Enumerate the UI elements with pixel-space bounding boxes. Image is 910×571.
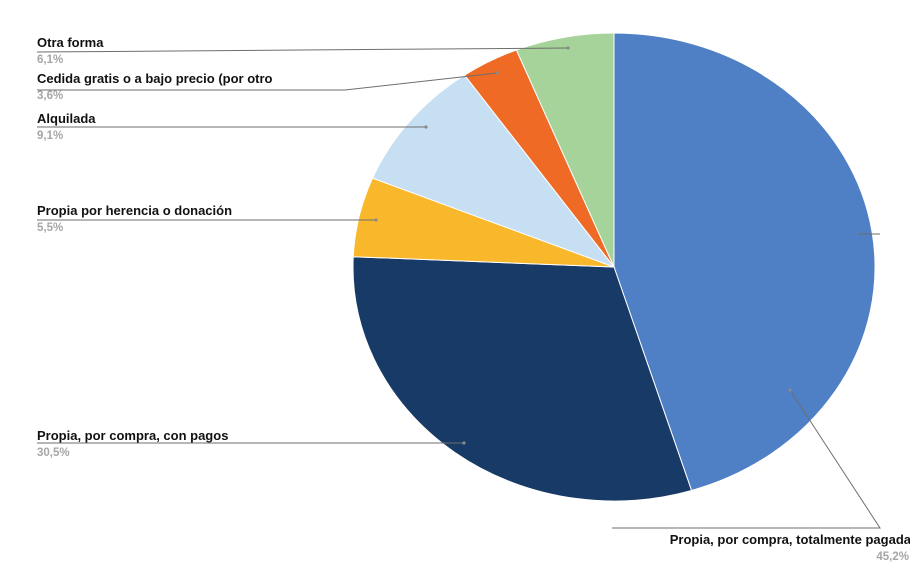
pie-slices bbox=[352, 32, 876, 502]
slice-value-2: 30,5% bbox=[37, 447, 70, 459]
slice-label-4: Alquilada bbox=[37, 111, 96, 126]
leader-dot-5 bbox=[495, 71, 499, 75]
leader-line-5 bbox=[37, 72, 498, 91]
leader-line-6 bbox=[36, 47, 569, 53]
slice-value-3: 5,5% bbox=[37, 222, 63, 234]
leader-dot-1 bbox=[788, 388, 792, 392]
pie-slice-1 bbox=[613, 32, 876, 492]
leader-dot-3 bbox=[374, 218, 378, 222]
slice-value-1: 45,2% bbox=[876, 551, 909, 563]
slice-label-2: Propia, por compra, con pagos bbox=[37, 428, 228, 443]
leader-dot-4 bbox=[424, 125, 428, 129]
slice-value-6: 6,1% bbox=[37, 54, 63, 66]
leader-dot-6 bbox=[566, 46, 570, 50]
slice-label-1: Propia, por compra, totalmente pagada bbox=[670, 532, 910, 547]
slice-value-5: 3,6% bbox=[37, 90, 63, 102]
pie-slice-4 bbox=[371, 74, 616, 269]
leader-dot-2 bbox=[462, 441, 466, 445]
slice-label-5: Cedida gratis o a bajo precio (por otro bbox=[37, 71, 273, 86]
slice-label-3: Propia por herencia o donación bbox=[37, 203, 232, 218]
slice-value-4: 9,1% bbox=[37, 130, 63, 142]
leader-line-1 bbox=[612, 389, 881, 529]
pie-slice-2 bbox=[352, 256, 693, 502]
pie-slice-6 bbox=[515, 32, 615, 268]
slice-label-6: Otra forma bbox=[37, 35, 104, 50]
leader-lines bbox=[36, 46, 881, 529]
slice-labels: Propia, por compra, totalmente pagada 45,… bbox=[37, 35, 910, 563]
